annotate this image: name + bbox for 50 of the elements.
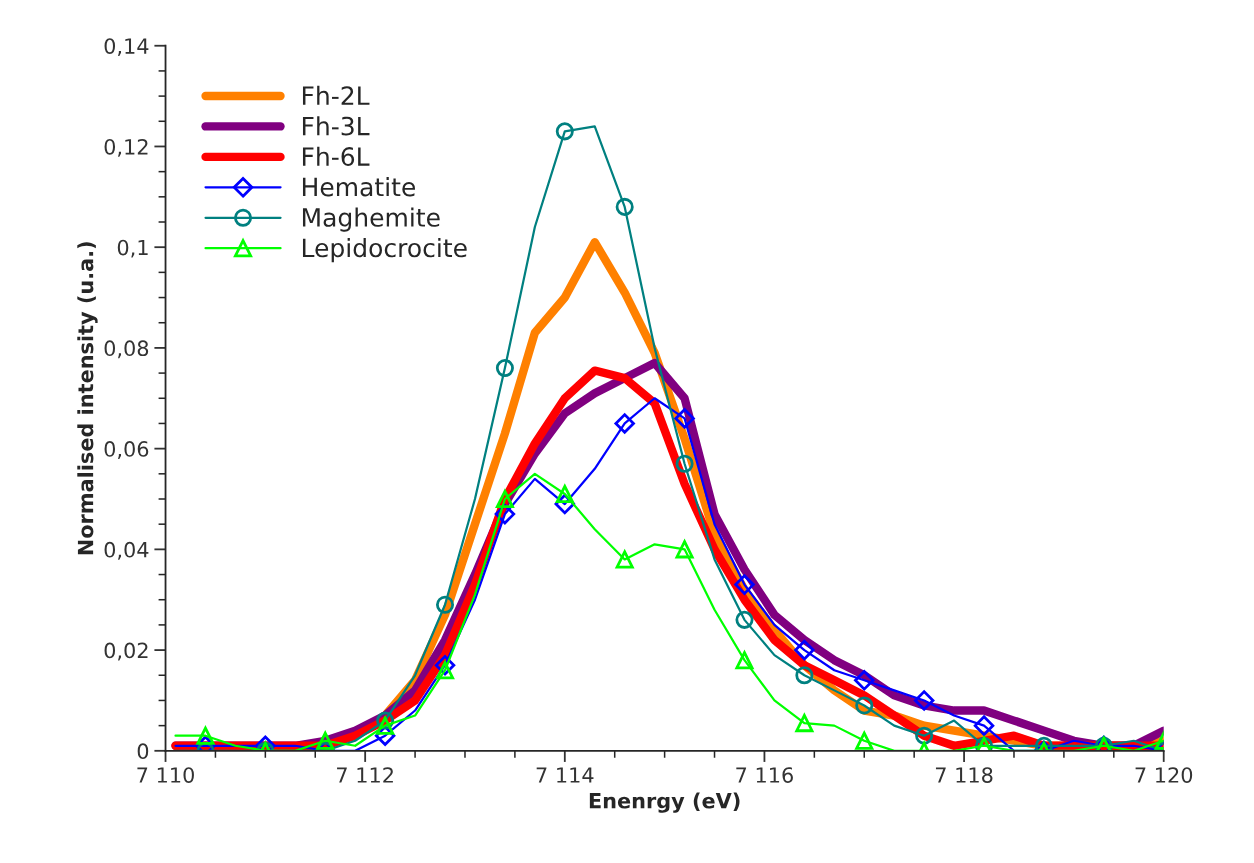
point bbox=[795, 714, 814, 733]
point bbox=[734, 574, 755, 595]
point bbox=[675, 540, 694, 559]
y-tick-label: 0,06 bbox=[104, 441, 149, 459]
point bbox=[735, 651, 754, 670]
legend-label: Hematite bbox=[302, 177, 415, 197]
x-tick-label: 7 116 bbox=[736, 767, 793, 783]
y-tick-label: 0,12 bbox=[104, 138, 148, 157]
point bbox=[1034, 736, 1053, 751]
point bbox=[855, 731, 874, 750]
y-tick-label: 0,14 bbox=[104, 38, 149, 57]
point bbox=[615, 550, 634, 569]
y-tick-label: 0,1 bbox=[117, 239, 148, 258]
point bbox=[854, 670, 875, 691]
point bbox=[615, 197, 634, 216]
point bbox=[913, 690, 935, 711]
legend-label: Lepidocrocite bbox=[302, 237, 467, 263]
x-tick-label: 7 114 bbox=[536, 767, 594, 783]
legend-label: Maghemite bbox=[302, 207, 440, 232]
legend-label: Fh-6L bbox=[302, 146, 370, 166]
y-tick-label: 0,04 bbox=[104, 541, 149, 560]
y-axis-title: Normalised intensity (u.a.) bbox=[77, 242, 98, 555]
point bbox=[495, 489, 514, 509]
x-axis-title: Enenrgy (eV) bbox=[589, 792, 740, 813]
point bbox=[855, 696, 874, 715]
point bbox=[795, 666, 814, 685]
point bbox=[735, 610, 754, 629]
point bbox=[495, 359, 514, 378]
x-tick-label: 7 118 bbox=[935, 767, 993, 783]
point bbox=[675, 454, 694, 473]
point bbox=[614, 413, 635, 434]
point bbox=[973, 715, 995, 736]
x-tick-label: 7 110 bbox=[137, 767, 194, 783]
y-tick-label: 0,02 bbox=[104, 642, 148, 661]
point bbox=[196, 726, 215, 745]
point bbox=[794, 639, 815, 661]
point bbox=[435, 661, 455, 680]
point bbox=[674, 408, 695, 429]
line-series bbox=[174, 472, 1164, 751]
point bbox=[376, 716, 395, 735]
legend-label: Fh-2L bbox=[302, 85, 370, 105]
y-tick-label: 0,08 bbox=[104, 340, 149, 359]
point bbox=[555, 122, 574, 141]
point bbox=[555, 484, 574, 503]
y-tick-label: 0 bbox=[137, 743, 149, 760]
legend-label: Fh-3L bbox=[302, 116, 370, 136]
x-tick-label: 7 120 bbox=[1135, 767, 1193, 783]
point bbox=[435, 595, 455, 614]
point bbox=[316, 731, 335, 750]
x-tick-label: 7 112 bbox=[337, 767, 393, 783]
